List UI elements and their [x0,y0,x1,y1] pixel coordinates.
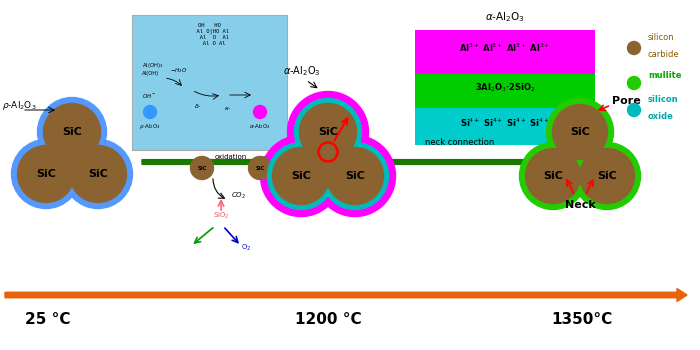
Text: $\alpha$-Al$_2$O$_3$: $\alpha$-Al$_2$O$_3$ [485,10,525,24]
Circle shape [43,104,101,161]
Text: SiC: SiC [345,171,365,181]
Text: O$_2$: O$_2$ [241,243,251,253]
Text: carbide: carbide [648,50,680,59]
Text: $\alpha$-Al$_2$O$_3$: $\alpha$-Al$_2$O$_3$ [249,122,271,131]
Circle shape [69,146,127,203]
Circle shape [144,105,157,119]
Text: SiO$_2$: SiO$_2$ [213,211,230,221]
Circle shape [573,142,640,210]
Circle shape [547,98,613,166]
Circle shape [300,104,356,161]
Text: 25 °C: 25 °C [25,312,71,327]
Circle shape [38,98,106,167]
Circle shape [627,77,640,90]
Bar [415,108,595,145]
Circle shape [64,140,132,209]
Text: oxidation: oxidation [215,154,247,160]
Circle shape [260,135,342,217]
Text: $CO_2$: $CO_2$ [231,191,246,201]
Text: Si$^{4+}$ Si$^{4+}$ Si$^{4+}$ Si$^{4+}$: Si$^{4+}$ Si$^{4+}$ Si$^{4+}$ Si$^{4+}$ [460,116,550,128]
Text: SiC: SiC [318,127,338,137]
Text: OH   HO
  Al O|HO Al
   Al  O  Al
   Al O Al: OH HO Al O|HO Al Al O Al Al O Al [190,23,229,46]
Circle shape [627,104,640,117]
Text: SiC: SiC [36,169,56,179]
FancyArrow shape [380,156,549,168]
Circle shape [272,147,330,204]
Circle shape [288,91,368,173]
Circle shape [580,148,634,203]
Circle shape [314,135,396,217]
Circle shape [552,105,608,160]
Text: Neck: Neck [565,200,596,210]
Circle shape [295,98,361,166]
Text: SiC: SiC [291,171,311,181]
Circle shape [526,148,580,203]
Bar [415,30,595,74]
Text: $\rho$-Al$_2$O$_3$: $\rho$-Al$_2$O$_3$ [2,99,36,112]
Text: $\alpha$-Al$_2$O$_3$: $\alpha$-Al$_2$O$_3$ [283,64,321,78]
Text: SiC: SiC [597,171,617,181]
Text: SiC: SiC [543,171,563,181]
FancyArrow shape [5,288,687,301]
Circle shape [627,42,640,55]
FancyBboxPatch shape [132,15,287,150]
Circle shape [253,105,267,119]
Text: oxide: oxide [648,112,674,121]
Text: SiC: SiC [570,127,590,137]
Text: SiC: SiC [62,127,82,137]
Text: mullite: mullite [648,71,682,80]
Bar [415,74,595,108]
Text: Pore: Pore [612,96,640,106]
Text: 1200 °C: 1200 °C [295,312,361,327]
Text: 3Al$_2$O$_3$·2SiO$_2$: 3Al$_2$O$_3$·2SiO$_2$ [475,82,536,94]
Text: neck connection: neck connection [426,138,495,147]
Text: $-H_2O$: $-H_2O$ [170,66,188,75]
Text: silicon: silicon [648,95,678,104]
Circle shape [18,146,74,203]
Circle shape [267,142,335,210]
Text: SiC: SiC [256,166,265,170]
Text: silicon: silicon [648,33,675,42]
Circle shape [11,140,80,209]
Text: $\delta$-: $\delta$- [194,102,202,110]
Text: Al$^{3+}$ Al$^{3+}$ Al$^{3+}$ Al$^{3+}$: Al$^{3+}$ Al$^{3+}$ Al$^{3+}$ Al$^{3+}$ [459,41,551,54]
Text: $\rho$-Al$_2$O$_3$: $\rho$-Al$_2$O$_3$ [139,122,161,131]
Text: Al(OH)$_3$
Al(OH): Al(OH)$_3$ Al(OH) [142,61,163,76]
Text: $OH^-$: $OH^-$ [142,92,156,100]
Circle shape [248,156,272,180]
FancyArrow shape [142,156,273,168]
Circle shape [519,142,587,210]
Circle shape [321,142,388,210]
Circle shape [190,156,214,180]
Text: $\kappa$-: $\kappa$- [224,105,232,112]
Circle shape [326,147,384,204]
Text: 1350°C: 1350°C [552,312,612,327]
Text: SiC: SiC [88,169,108,179]
Text: SiC: SiC [197,166,206,170]
